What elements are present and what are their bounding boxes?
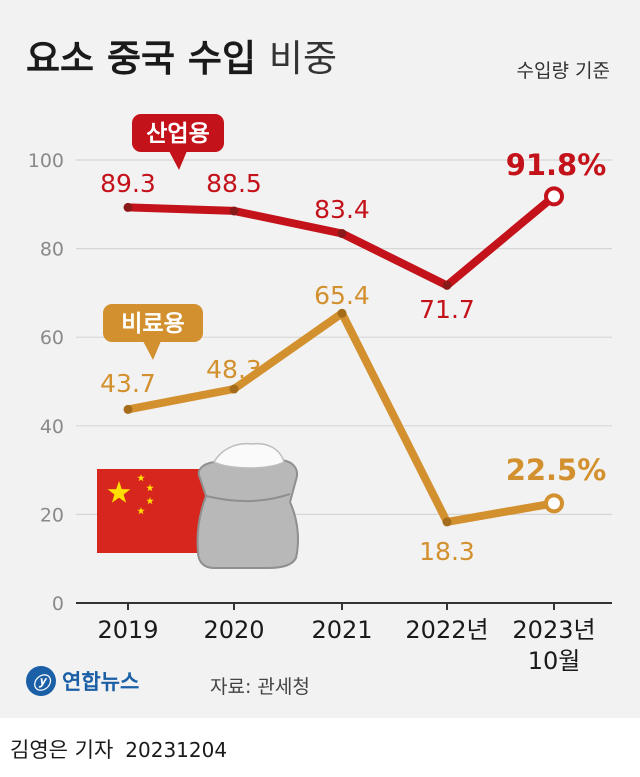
y-tick-label: 40 bbox=[40, 416, 64, 438]
sack-icon bbox=[196, 458, 299, 569]
data-point bbox=[544, 186, 564, 207]
industrial-legend-label: 산업용 bbox=[146, 121, 209, 147]
chart: 0 20 40 60 80 100 2019 2020 2021 2022년 2023년 10월 89.… bbox=[28, 114, 612, 675]
y-tick-label: 20 bbox=[40, 504, 64, 526]
source-note: 자료: 관세청 bbox=[210, 676, 310, 698]
china-flag-icon bbox=[97, 469, 209, 553]
x-tick-label: 2021 bbox=[311, 616, 372, 644]
data-label: 18.3 bbox=[419, 537, 475, 566]
y-tick-label: 100 bbox=[28, 150, 64, 172]
flag-star-icon bbox=[146, 497, 154, 505]
data-label: 22.5% bbox=[506, 453, 607, 487]
data-point bbox=[442, 517, 452, 527]
credit-line: 김영은 기자 20231204 bbox=[10, 734, 227, 764]
y-tick-label: 60 bbox=[40, 327, 64, 349]
x-tick-label: 2022년 bbox=[405, 616, 488, 644]
data-label: 43.7 bbox=[100, 369, 156, 398]
data-point bbox=[229, 206, 239, 216]
data-point bbox=[123, 202, 133, 212]
data-point bbox=[337, 308, 347, 318]
data-point bbox=[337, 229, 347, 239]
x-tick-label: 2019 bbox=[97, 616, 158, 644]
y-tick-label: 80 bbox=[40, 239, 64, 261]
agency-logo: ⓨ 연합뉴스 bbox=[26, 666, 139, 696]
data-label: 91.8% bbox=[506, 148, 607, 182]
infographic-card bbox=[0, 0, 640, 718]
data-label: 83.4 bbox=[314, 195, 370, 224]
title-suffix: 비중 bbox=[268, 37, 337, 80]
title-main-text: 요소 중국 수입 bbox=[26, 37, 257, 80]
reporter: 김영은 기자 bbox=[10, 738, 114, 762]
data-point bbox=[544, 493, 564, 514]
fertilizer-legend-label: 비료용 bbox=[121, 311, 184, 337]
y-tick-label: 0 bbox=[52, 593, 64, 615]
flag-star-icon bbox=[146, 484, 154, 492]
fertilizer-badge-pointer bbox=[143, 341, 161, 360]
x-tick-label: 10월 bbox=[528, 647, 581, 675]
flag-star-icon bbox=[137, 507, 145, 515]
yonhap-logo-icon: ⓨ bbox=[26, 666, 56, 696]
sack-fold-icon bbox=[205, 493, 291, 503]
data-label: 71.7 bbox=[419, 295, 475, 324]
data-point bbox=[442, 280, 452, 290]
industrial-badge bbox=[132, 114, 224, 152]
x-tick-label: 2023년 bbox=[512, 616, 595, 644]
data-point bbox=[123, 404, 133, 414]
fertilizer-badge bbox=[103, 304, 203, 342]
data-point bbox=[229, 384, 239, 394]
sack-contents-icon bbox=[212, 442, 285, 469]
data-label: 88.5 bbox=[206, 169, 262, 198]
x-tick-label: 2020 bbox=[203, 616, 264, 644]
credit-date: 20231204 bbox=[125, 738, 228, 762]
chart-title: 요소 중국 수입 비중 bbox=[26, 28, 337, 82]
data-label: 48.3 bbox=[206, 355, 262, 384]
flag-star-icon bbox=[107, 481, 131, 503]
industrial-badge-pointer bbox=[169, 151, 187, 170]
data-label: 89.3 bbox=[100, 169, 156, 198]
agency-name: 연합뉴스 bbox=[62, 670, 140, 694]
flag-star-icon bbox=[137, 474, 145, 482]
basis-note: 수입량 기준 bbox=[516, 60, 610, 82]
data-label: 65.4 bbox=[314, 281, 370, 310]
